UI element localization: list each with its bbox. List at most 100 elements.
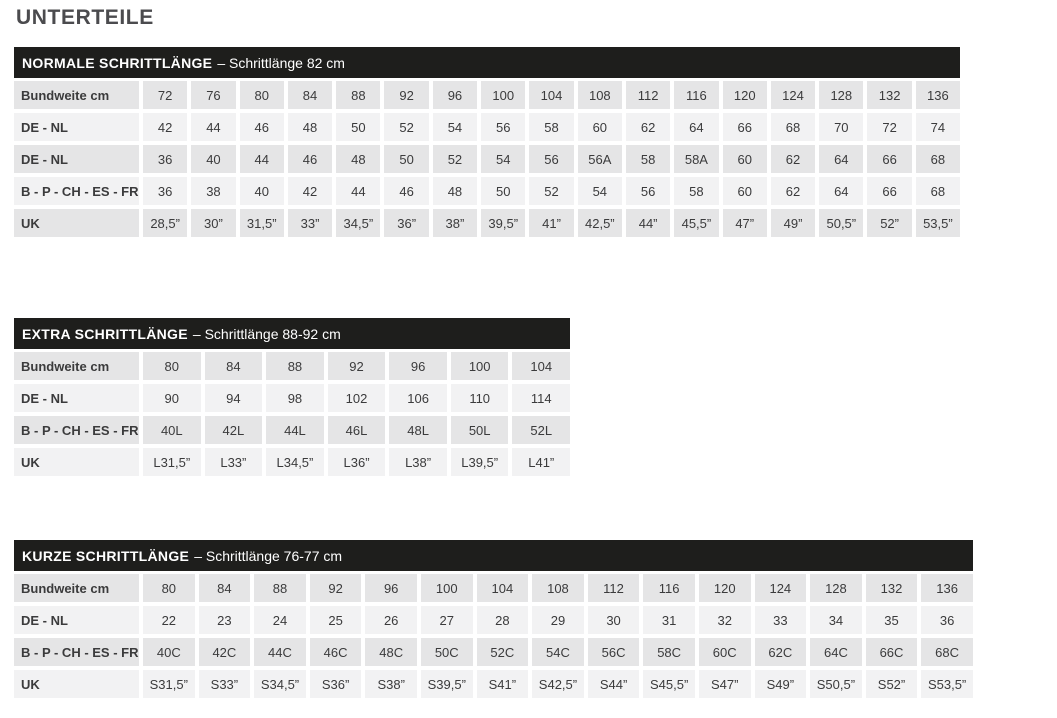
size-cell: 112: [587, 574, 640, 602]
size-cell: S47”: [698, 670, 751, 698]
size-cell: 48: [336, 145, 381, 173]
size-cell: 108: [577, 81, 622, 109]
size-cell: 80: [143, 574, 195, 602]
size-cell: 34: [810, 606, 862, 634]
size-row: UK S31,5” S33” S34,5” S36” S38” S39,5” S41” S42,…: [14, 670, 973, 698]
size-cell: 44C: [254, 638, 306, 666]
size-cell: 136: [915, 81, 961, 109]
size-row: DE - NL 90 94 98 102 106 110 114: [14, 384, 571, 412]
size-cell: S34,5”: [254, 670, 306, 698]
size-cell: 27: [420, 606, 473, 634]
size-cell: 102: [327, 384, 386, 412]
size-cell: 46: [239, 113, 284, 141]
size-cell: 56A: [577, 145, 622, 173]
size-cell: 76: [191, 81, 236, 109]
size-row: DE - NL 36 40 44 46 48 50 52 54 56 56A 58 58A 60 62 64 6…: [14, 145, 961, 173]
size-table: KURZE SCHRITTLÄNGE – Schrittlänge 76-77 c…: [14, 540, 973, 698]
size-cell: 44”: [625, 209, 671, 237]
size-cell: 60C: [698, 638, 751, 666]
size-cell: S39,5”: [420, 670, 473, 698]
size-cell: 92: [327, 352, 386, 380]
size-cell: 38: [191, 177, 236, 205]
table-subtitle: – Schrittlänge 76-77 cm: [194, 547, 343, 564]
size-cell: 68: [915, 177, 961, 205]
size-cell: 56: [529, 145, 574, 173]
size-cell: 68: [770, 113, 816, 141]
size-cell: 60: [722, 145, 767, 173]
row-label: DE - NL: [14, 113, 139, 141]
size-cell: 54: [481, 145, 526, 173]
size-cell: 128: [819, 81, 864, 109]
size-cell: S44”: [587, 670, 640, 698]
size-cell: 74: [915, 113, 961, 141]
size-cell: 23: [198, 606, 251, 634]
size-table: EXTRA SCHRITTLÄNGE – Schrittlänge 88-92 c…: [14, 318, 571, 476]
row-label: Bundweite cm: [14, 352, 139, 380]
size-cell: 53,5”: [915, 209, 961, 237]
size-cell: S49”: [754, 670, 807, 698]
size-row: UK 28,5” 30” 31,5” 33” 34,5” 36” 38” 39,5” 41” 42,…: [14, 209, 961, 237]
size-cell: 47”: [722, 209, 767, 237]
size-cell: 58: [674, 177, 719, 205]
size-cell: 62: [625, 113, 671, 141]
size-cell: 116: [674, 81, 719, 109]
size-cell: 100: [481, 81, 526, 109]
size-cell: 100: [450, 352, 509, 380]
row-label: DE - NL: [14, 145, 139, 173]
size-table: NORMALE SCHRITTLÄNGE – Schrittlänge 82 cm…: [14, 47, 961, 237]
size-cell: 49”: [770, 209, 816, 237]
size-cell: 104: [476, 574, 529, 602]
size-cell: 70: [819, 113, 864, 141]
size-cell: 60: [577, 113, 622, 141]
size-cell: 40C: [143, 638, 195, 666]
size-cell: 40: [191, 145, 236, 173]
size-cell: 112: [625, 81, 671, 109]
page-title: UNTERTEILE: [16, 6, 154, 29]
size-cell: 66: [722, 113, 767, 141]
table-subtitle: – Schrittlänge 82 cm: [217, 54, 345, 71]
row-label: B - P - CH - ES - FR: [14, 416, 139, 444]
size-cell: S50,5”: [810, 670, 862, 698]
table-title: NORMALE SCHRITTLÄNGE: [22, 54, 213, 71]
size-cell: 52: [529, 177, 574, 205]
size-cell: 84: [204, 352, 263, 380]
size-cell: 54: [432, 113, 478, 141]
size-cell: 33: [754, 606, 807, 634]
size-cell: 106: [389, 384, 447, 412]
size-cell: 25: [309, 606, 362, 634]
size-cell: 50,5”: [819, 209, 864, 237]
size-cell: 38”: [432, 209, 478, 237]
size-cell: S31,5”: [143, 670, 195, 698]
size-cell: 54: [577, 177, 622, 205]
size-cell: 64: [819, 145, 864, 173]
size-row: Bundweite cm 80 84 88 92 96 100 104 108 112 116 120…: [14, 574, 973, 602]
size-cell: 64: [674, 113, 719, 141]
size-cell: 22: [143, 606, 195, 634]
size-cell: 33”: [287, 209, 333, 237]
size-cell: 64C: [810, 638, 862, 666]
size-cell: 44: [191, 113, 236, 141]
row-label: B - P - CH - ES - FR: [14, 177, 139, 205]
size-cell: 128: [810, 574, 862, 602]
size-cell: 64: [819, 177, 864, 205]
size-cell: 88: [336, 81, 381, 109]
size-cell: 44: [239, 145, 284, 173]
size-cell: 120: [722, 81, 767, 109]
row-label: DE - NL: [14, 606, 139, 634]
size-cell: 46L: [327, 416, 386, 444]
size-row: B - P - CH - ES - FR 40C 42C 44C 46C 48C 50C 52…: [14, 638, 973, 666]
size-cell: 88: [266, 352, 324, 380]
size-cell: 114: [512, 384, 571, 412]
size-cell: 30: [587, 606, 640, 634]
row-label: Bundweite cm: [14, 81, 139, 109]
size-cell: 68: [915, 145, 961, 173]
size-cell: 35: [865, 606, 918, 634]
size-cell: 132: [865, 574, 918, 602]
size-cell: 136: [921, 574, 973, 602]
size-cell: 98: [266, 384, 324, 412]
size-cell: 50L: [450, 416, 509, 444]
size-cell: 26: [365, 606, 417, 634]
size-cell: 50: [481, 177, 526, 205]
size-cell: 90: [143, 384, 201, 412]
